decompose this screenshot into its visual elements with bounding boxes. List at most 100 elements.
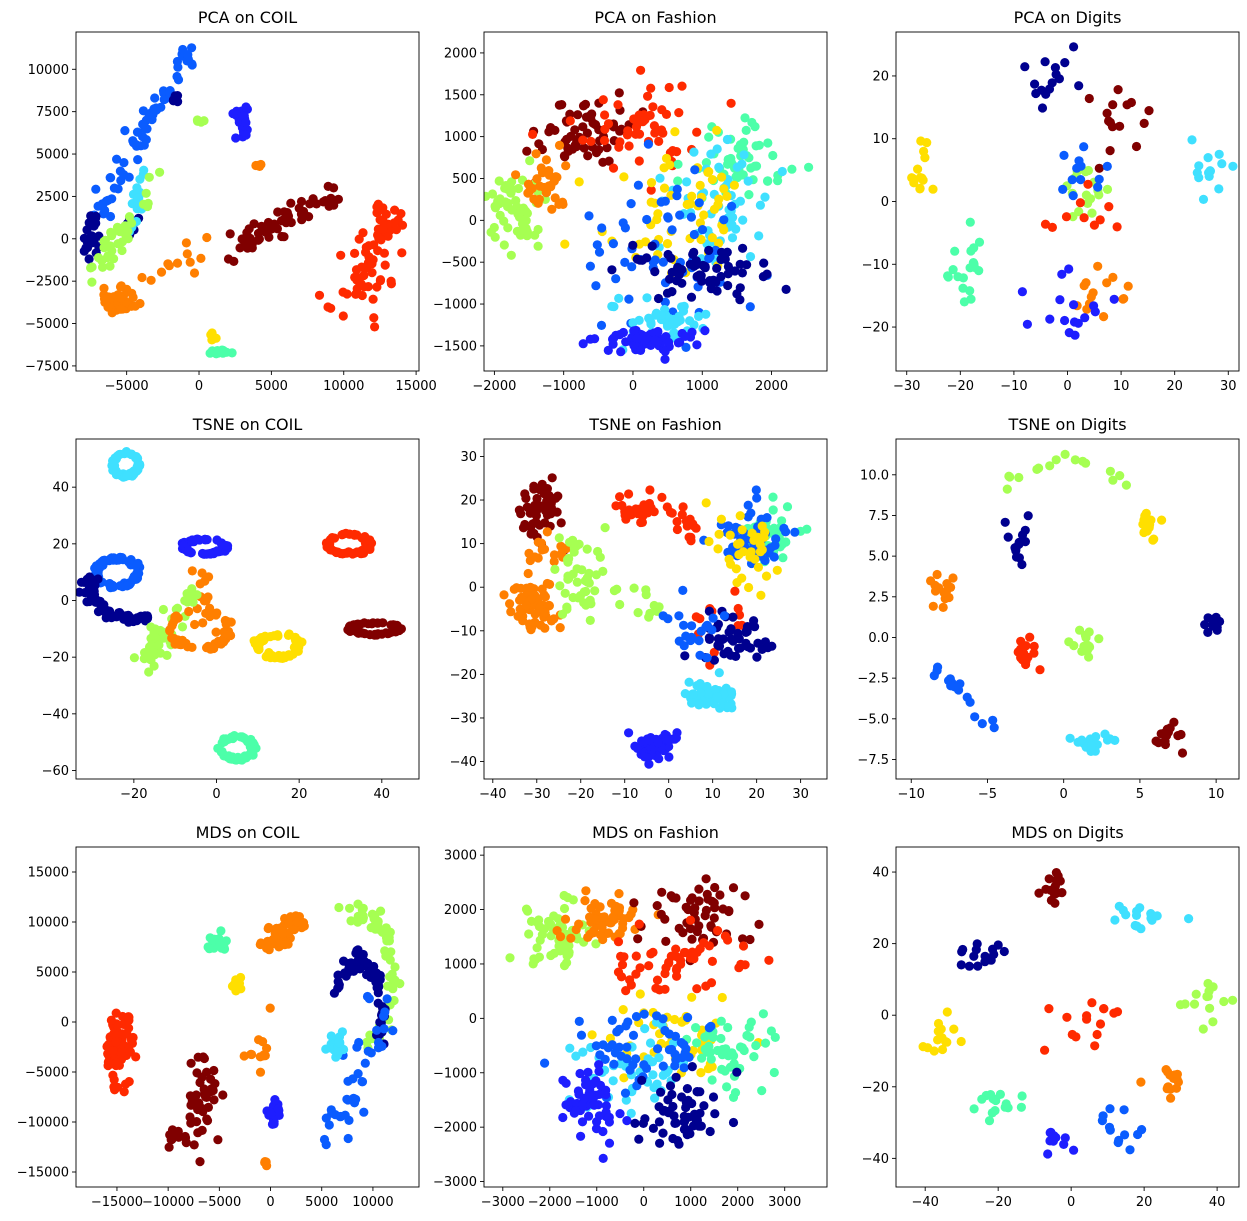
scatter-point xyxy=(687,327,697,337)
scatter-point xyxy=(634,919,644,929)
scatter-point xyxy=(737,525,747,535)
scatter-point xyxy=(586,136,596,146)
scatter-point xyxy=(1040,1045,1050,1055)
scatter-point xyxy=(660,984,670,994)
scatter-point xyxy=(247,1049,257,1060)
scatter-point xyxy=(965,286,975,296)
scatter-point xyxy=(673,317,683,327)
scatter-point xyxy=(938,602,948,613)
x-tick-label: 40 xyxy=(1209,1195,1226,1210)
scatter-point xyxy=(711,277,721,287)
scatter-point xyxy=(112,451,123,461)
scatter-point xyxy=(197,1125,207,1135)
scatter-point xyxy=(341,971,351,981)
scatter-point xyxy=(76,577,87,587)
scatter-point xyxy=(583,151,593,161)
scatter-point xyxy=(1102,278,1112,288)
scatter-point xyxy=(918,1042,928,1052)
scatter-point xyxy=(675,210,685,220)
scatter-point xyxy=(1051,69,1061,79)
scatter-point xyxy=(1112,222,1122,232)
scatter-point xyxy=(133,558,143,569)
scatter-point xyxy=(692,1115,703,1125)
scatter-point xyxy=(723,280,733,291)
scatter-point xyxy=(124,212,135,222)
scatter-point xyxy=(730,266,740,276)
scatter-point xyxy=(631,129,641,139)
scatter-point xyxy=(521,600,531,611)
scatter-point xyxy=(353,1069,363,1079)
scatter-point xyxy=(1045,314,1055,324)
scatter-point xyxy=(969,262,980,272)
y-tick-label: 30 xyxy=(460,450,477,465)
scatter-point xyxy=(926,576,936,586)
scatter-point xyxy=(965,697,975,707)
scatter-point xyxy=(589,1100,599,1110)
scatter-point xyxy=(1043,1149,1053,1159)
y-tick-label: 1000 xyxy=(444,130,477,145)
scatter-point xyxy=(939,588,949,598)
scatter-point xyxy=(1037,103,1048,113)
scatter-point xyxy=(183,546,193,556)
scatter-point xyxy=(1074,156,1084,166)
scatter-point xyxy=(368,618,378,628)
scatter-point xyxy=(663,212,673,222)
y-tick-label: −40 xyxy=(862,1152,889,1167)
scatter-point xyxy=(91,184,101,194)
scatter-point xyxy=(950,246,960,256)
scatter-point xyxy=(760,1038,771,1048)
scatter-point xyxy=(279,232,289,242)
scatter-point xyxy=(205,611,215,622)
scatter-point xyxy=(663,249,673,260)
scatter-point xyxy=(1120,1130,1130,1140)
scatter-point xyxy=(536,538,547,548)
scatter-point xyxy=(560,588,570,598)
points-layer xyxy=(76,447,406,765)
scatter-point xyxy=(1187,135,1197,145)
scatter-point xyxy=(634,1134,644,1144)
scatter-point xyxy=(1069,42,1079,52)
scatter-point xyxy=(108,1046,118,1056)
scatter-point xyxy=(1029,648,1039,658)
scatter-point xyxy=(1114,901,1124,911)
scatter-point xyxy=(708,1032,718,1042)
scatter-point xyxy=(286,198,296,208)
scatter-point xyxy=(266,224,276,234)
scatter-point xyxy=(1108,272,1118,282)
scatter-point xyxy=(744,1022,754,1032)
scatter-point xyxy=(278,928,288,939)
scatter-point xyxy=(724,702,734,712)
scatter-point xyxy=(1205,166,1215,176)
scatter-point xyxy=(687,934,697,944)
scatter-point xyxy=(247,239,257,249)
scatter-point xyxy=(643,91,653,101)
scatter-point xyxy=(340,1110,350,1120)
scatter-point xyxy=(530,617,540,627)
scatter-point xyxy=(550,564,560,575)
scatter-point xyxy=(1177,748,1188,758)
scatter-point xyxy=(1055,876,1065,886)
scatter-point xyxy=(564,573,574,584)
subplot-pca-fashion: PCA on Fashion −2000 −1000 0 1000 2000 −1500 −… xyxy=(433,8,828,394)
scatter-point xyxy=(211,627,221,637)
scatter-point xyxy=(743,512,753,522)
x-tick-label: −10 xyxy=(1000,379,1027,394)
scatter-point xyxy=(126,449,136,460)
points-layer xyxy=(505,874,780,1163)
scatter-point xyxy=(1017,655,1027,665)
y-tick-label: −60 xyxy=(42,764,69,779)
scatter-point xyxy=(122,581,132,591)
scatter-point xyxy=(355,547,365,557)
scatter-point xyxy=(665,160,675,170)
scatter-point xyxy=(970,712,980,722)
scatter-point xyxy=(677,81,687,91)
scatter-point xyxy=(146,275,156,285)
scatter-point xyxy=(527,183,537,193)
scatter-point xyxy=(585,111,595,121)
scatter-point xyxy=(516,509,526,519)
scatter-point xyxy=(571,1106,581,1116)
scatter-point xyxy=(1090,307,1100,317)
scatter-point xyxy=(526,625,536,635)
y-tick-label: 5.0 xyxy=(868,550,889,565)
y-tick-label: 0 xyxy=(469,581,477,596)
